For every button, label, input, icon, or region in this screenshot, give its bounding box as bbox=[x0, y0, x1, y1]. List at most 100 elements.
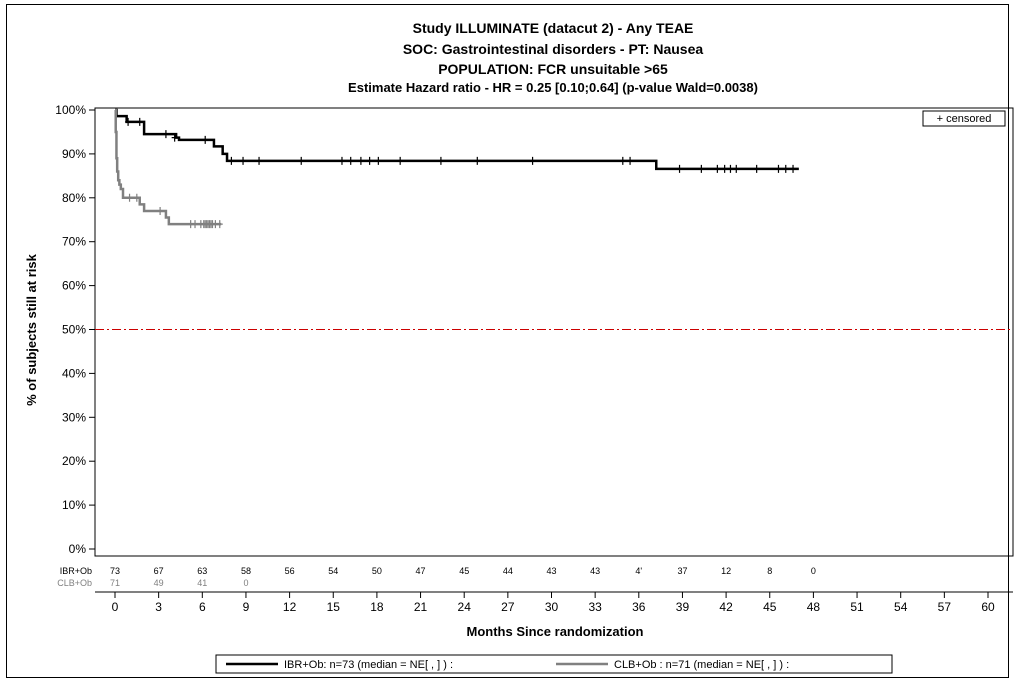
censored-mark bbox=[357, 156, 364, 165]
y-axis-label: % of subjects still at risk bbox=[24, 253, 39, 405]
risk-table-value: 47 bbox=[416, 566, 426, 576]
x-tick-label: 15 bbox=[327, 600, 341, 614]
survival-curve-ibr-ob bbox=[115, 108, 799, 171]
y-tick-label: 10% bbox=[62, 498, 86, 512]
x-tick-label: 24 bbox=[458, 600, 472, 614]
censored-mark bbox=[157, 206, 164, 215]
x-tick-label: 39 bbox=[676, 600, 690, 614]
censored-mark bbox=[775, 164, 782, 173]
risk-table-value: 49 bbox=[154, 578, 164, 588]
censored-mark bbox=[192, 220, 199, 229]
censored-mark bbox=[298, 156, 305, 165]
legend-entry-ibr-ob: IBR+Ob: n=73 (median = NE[ , ] ) : bbox=[284, 659, 453, 671]
x-tick-label: 0 bbox=[112, 600, 119, 614]
censored-mark bbox=[256, 156, 263, 165]
risk-table-value: 50 bbox=[372, 566, 382, 576]
y-tick-label: 100% bbox=[55, 103, 86, 117]
censored-mark bbox=[437, 156, 444, 165]
risk-table-value: 56 bbox=[285, 566, 295, 576]
x-tick-label: 57 bbox=[938, 600, 952, 614]
censored-legend-box bbox=[922, 110, 1006, 127]
chart-title-line: Study ILLUMINATE (datacut 2) - Any TEAE bbox=[413, 20, 694, 36]
risk-table-value: 43 bbox=[546, 566, 556, 576]
censored-mark bbox=[529, 156, 536, 165]
chart-title-line: Estimate Hazard ratio - HR = 0.25 [0.10;… bbox=[348, 80, 758, 95]
x-tick-label: 54 bbox=[894, 600, 908, 614]
chart-title-line: POPULATION: FCR unsuitable >65 bbox=[438, 61, 668, 77]
censored-mark bbox=[171, 133, 178, 142]
risk-table-value: 8 bbox=[767, 566, 772, 576]
y-tick-label: 0% bbox=[69, 542, 87, 556]
plot-area bbox=[94, 107, 1014, 557]
y-tick-label: 40% bbox=[62, 366, 86, 380]
y-tick-label: 90% bbox=[62, 147, 86, 161]
censored-mark bbox=[126, 193, 133, 202]
censored-mark bbox=[136, 117, 143, 126]
survival-curve-clb-ob bbox=[114, 108, 222, 226]
censored-mark bbox=[375, 156, 382, 165]
censored-mark bbox=[627, 156, 634, 165]
risk-table-value: 63 bbox=[197, 566, 207, 576]
censored-mark bbox=[162, 130, 169, 139]
risk-table-value: 73 bbox=[110, 566, 120, 576]
censored-mark bbox=[240, 156, 247, 165]
censored-mark bbox=[753, 164, 760, 173]
y-tick-label: 30% bbox=[62, 410, 86, 424]
censored-mark bbox=[216, 220, 223, 229]
risk-table-row-label: IBR+Ob bbox=[60, 566, 92, 576]
x-tick-label: 42 bbox=[719, 600, 733, 614]
risk-table-value: 0 bbox=[243, 578, 248, 588]
censored-mark bbox=[228, 156, 235, 165]
x-tick-label: 36 bbox=[632, 600, 646, 614]
y-tick-label: 60% bbox=[62, 279, 86, 293]
risk-table-value: 12 bbox=[721, 566, 731, 576]
legend-entry-clb-ob: CLB+Ob : n=71 (median = NE[ , ] ) : bbox=[614, 659, 789, 671]
risk-table-value: 67 bbox=[154, 566, 164, 576]
y-tick-label: 70% bbox=[62, 235, 86, 249]
censored-mark bbox=[202, 135, 209, 144]
censored-mark bbox=[133, 193, 140, 202]
x-tick-label: 30 bbox=[545, 600, 559, 614]
chart-title-line: SOC: Gastrointestinal disorders - PT: Na… bbox=[403, 41, 704, 57]
risk-table-value: 44 bbox=[503, 566, 513, 576]
risk-table-value: 71 bbox=[110, 578, 120, 588]
x-tick-label: 18 bbox=[370, 600, 384, 614]
x-tick-label: 9 bbox=[243, 600, 250, 614]
censored-mark bbox=[782, 164, 789, 173]
censored-mark bbox=[619, 156, 626, 165]
x-tick-label: 33 bbox=[588, 600, 602, 614]
censored-mark bbox=[474, 156, 481, 165]
censored-mark bbox=[733, 164, 740, 173]
risk-table-row-label: CLB+Ob bbox=[57, 578, 92, 588]
censored-mark bbox=[727, 164, 734, 173]
risk-table-value: 37 bbox=[677, 566, 687, 576]
censored-mark bbox=[790, 164, 797, 173]
y-tick-label: 20% bbox=[62, 454, 86, 468]
x-tick-label: 6 bbox=[199, 600, 206, 614]
censored-mark bbox=[721, 164, 728, 173]
x-tick-label: 12 bbox=[283, 600, 297, 614]
x-axis-label: Months Since randomization bbox=[467, 624, 644, 639]
y-tick-label: 50% bbox=[62, 323, 86, 337]
risk-table-value: 45 bbox=[459, 566, 469, 576]
risk-table-value: 4' bbox=[635, 566, 642, 576]
censored-mark bbox=[676, 164, 683, 173]
x-tick-label: 3 bbox=[155, 600, 162, 614]
censored-mark bbox=[125, 117, 132, 126]
x-tick-label: 48 bbox=[807, 600, 821, 614]
risk-table-value: 0 bbox=[811, 566, 816, 576]
risk-table-value: 58 bbox=[241, 566, 251, 576]
x-tick-label: 51 bbox=[850, 600, 864, 614]
censored-legend-text: + censored bbox=[937, 113, 992, 125]
x-tick-label: 27 bbox=[501, 600, 515, 614]
bottom-legend-box bbox=[215, 654, 893, 674]
censored-mark bbox=[397, 156, 404, 165]
x-tick-label: 45 bbox=[763, 600, 777, 614]
risk-table-value: 43 bbox=[590, 566, 600, 576]
x-tick-label: 60 bbox=[981, 600, 995, 614]
risk-table-value: 54 bbox=[328, 566, 338, 576]
chart-frame bbox=[6, 4, 1009, 678]
risk-table-value: 41 bbox=[197, 578, 207, 588]
censored-mark bbox=[698, 164, 705, 173]
